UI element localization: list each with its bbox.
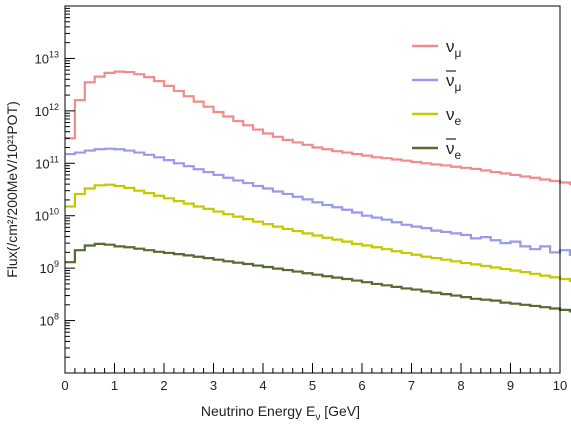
- y-tick-label: 1013: [35, 49, 59, 66]
- x-tick-label: 8: [457, 378, 464, 393]
- legend-label-2: νμ: [446, 71, 462, 94]
- y-tick-label: 1010: [35, 207, 59, 224]
- legend-label-3: νe: [446, 105, 462, 128]
- legend-label-4: νe: [446, 139, 462, 162]
- x-tick-label: 2: [160, 378, 167, 393]
- legend-label-1: νμ: [446, 37, 462, 60]
- x-tick-label: 7: [408, 378, 415, 393]
- x-tick-label: 1: [111, 378, 118, 393]
- x-tick-label: 0: [61, 378, 68, 393]
- x-tick-label: 6: [358, 378, 365, 393]
- y-tick-label: 1011: [35, 154, 59, 171]
- x-tick-label: 9: [507, 378, 514, 393]
- y-tick-label: 1012: [35, 102, 59, 119]
- y-tick-label: 109: [40, 259, 59, 276]
- labels-layer: 0 1 2 3 4 5 6 7 8 9 10 108 109 1010 1011 1012 1013 Neutri…: [4, 49, 567, 423]
- x-axis-title: Neutrino Energy Eν [GeV]: [201, 403, 360, 423]
- x-tick-label: 5: [309, 378, 316, 393]
- x-tick-label: 10: [553, 378, 567, 393]
- x-tick-label: 3: [210, 378, 217, 393]
- ticks-layer: [64, 7, 561, 374]
- legend: νμ νμ νe νe: [412, 37, 462, 162]
- y-axis-title: Flux(/cm²/200MeV/10²¹POT): [4, 101, 20, 278]
- x-tick-label: 4: [259, 378, 266, 393]
- y-tick-label: 108: [40, 312, 59, 329]
